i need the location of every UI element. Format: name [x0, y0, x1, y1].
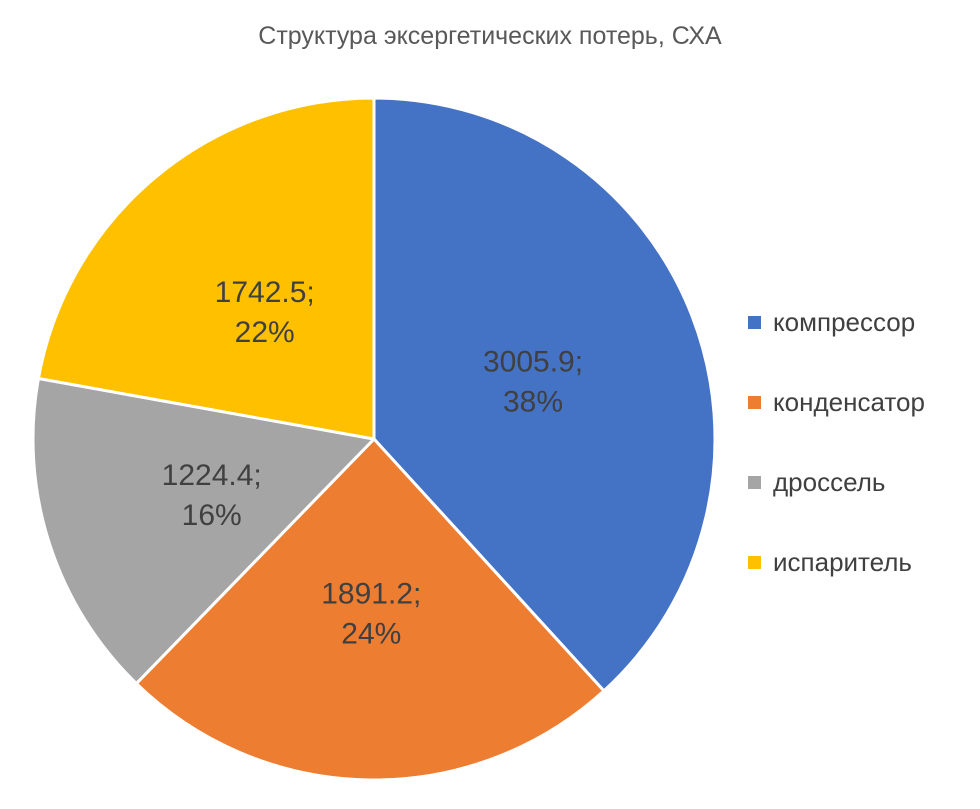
slice-percent-label-drossel: 16%: [182, 499, 242, 532]
slice-percent-label-isparitel: 22%: [235, 316, 295, 349]
slice-percent-label-kompressor: 38%: [503, 385, 563, 418]
slice-percent-label-kondensator: 24%: [341, 618, 401, 651]
slice-value-label-isparitel: 1742.5;: [215, 276, 315, 309]
slice-value-label-drossel: 1224.4;: [162, 459, 262, 492]
slice-value-label-kompressor: 3005.9;: [483, 345, 583, 378]
pie-labels: 3005.9; 38% 1891.2; 24% 1224.4; 16% 1742.5; 22%: [162, 276, 583, 650]
pie-slice-kompressor: [372, 96, 717, 693]
slice-value-label-kondensator: 1891.2;: [321, 578, 421, 611]
pie-slice-isparitel: [36, 96, 376, 441]
chart-title: Структура эксергетических потерь, СХА: [258, 22, 722, 50]
pie-slice-kondensator: [134, 437, 606, 782]
pie-slice-drossel: [31, 376, 376, 686]
legend-item-isparitel: испаритель: [748, 522, 925, 602]
legend-swatch-isparitel: [748, 555, 761, 569]
legend: компрессор конденсатор дроссель испарите…: [748, 282, 925, 602]
legend-item-drossel: дроссель: [748, 442, 925, 522]
legend-label-drossel: дроссель: [773, 466, 886, 497]
legend-label-isparitel: испаритель: [773, 546, 912, 577]
legend-item-kompressor: компрессор: [748, 282, 925, 362]
legend-item-kondensator: конденсатор: [748, 362, 925, 442]
legend-swatch-kompressor: [748, 315, 761, 329]
legend-label-kondensator: конденсатор: [773, 386, 925, 417]
legend-swatch-drossel: [748, 475, 761, 489]
pie-slices: [31, 96, 717, 782]
legend-label-kompressor: компрессор: [773, 306, 916, 337]
legend-swatch-kondensator: [748, 395, 761, 409]
